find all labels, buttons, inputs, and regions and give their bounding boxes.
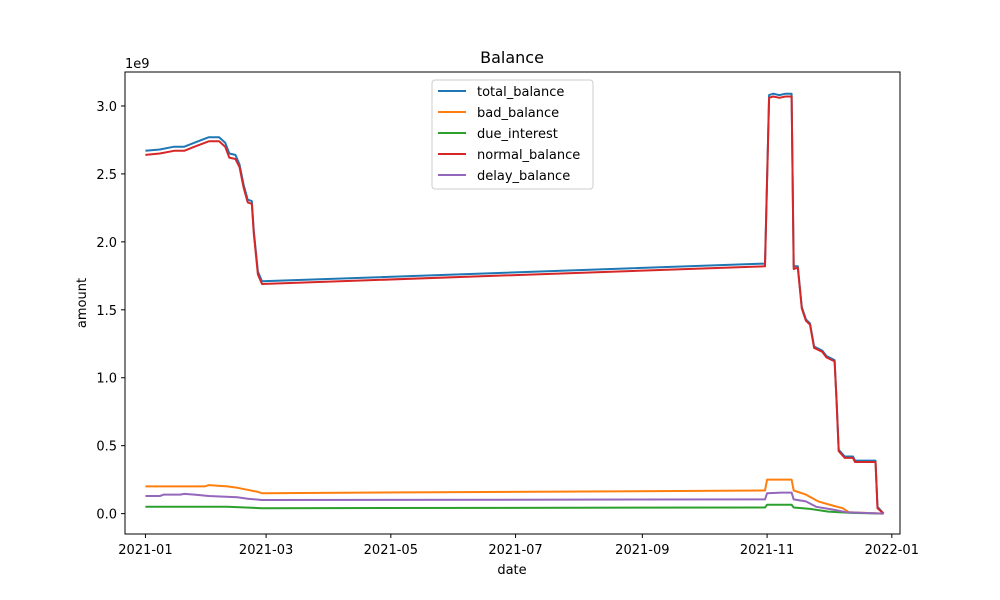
y-tick-label: 2.0 [96, 236, 117, 251]
y-tick-label: 1.0 [96, 372, 117, 387]
x-tick-label: 2022-01 [865, 543, 919, 558]
x-tick-label: 2021-11 [740, 543, 794, 558]
x-tick-label: 2021-01 [118, 543, 172, 558]
legend-label-bad_balance: bad_balance [477, 106, 559, 121]
plot-frame [124, 71, 901, 535]
x-axis-label: date [497, 563, 526, 578]
y-tick-label: 0.0 [96, 508, 117, 523]
x-tick-label: 2021-03 [239, 543, 293, 558]
x-tick-label: 2021-05 [364, 543, 418, 558]
legend-label-normal_balance: normal_balance [477, 148, 580, 163]
x-axis: 2021-01 2021-03 2021-05 2021-07 2021-09 2021-… [118, 534, 919, 558]
series-line-bad_balance [145, 478, 884, 515]
y-axis: 0.0 0.5 1.0 1.5 2.0 2.5 3.0 [96, 100, 125, 523]
series-line-due_interest [145, 503, 884, 515]
legend-box [431, 79, 594, 190]
legend-label-due_interest: due_interest [477, 127, 558, 142]
y-tick-label: 3.0 [96, 100, 117, 115]
x-tick-label: 2021-09 [615, 543, 669, 558]
series-line-delay_balance [145, 491, 884, 515]
series-line-normal_balance [145, 95, 885, 515]
legend-label-total_balance: total_balance [477, 85, 564, 100]
legend: total_balance bad_balance due_interestnorm… [431, 79, 594, 190]
y-tick-label: 2.5 [96, 168, 117, 183]
chart-title: Balance [480, 48, 544, 67]
x-tick-label: 2021-07 [488, 543, 542, 558]
series-layer [145, 92, 885, 515]
y-tick-label: 1.5 [96, 304, 117, 319]
legend-label-delay_balance: delay_balance [477, 169, 570, 184]
y-tick-label: 0.5 [96, 440, 117, 455]
y-scale-label: 1e9 [125, 57, 150, 72]
y-axis-label: amount [75, 278, 90, 328]
